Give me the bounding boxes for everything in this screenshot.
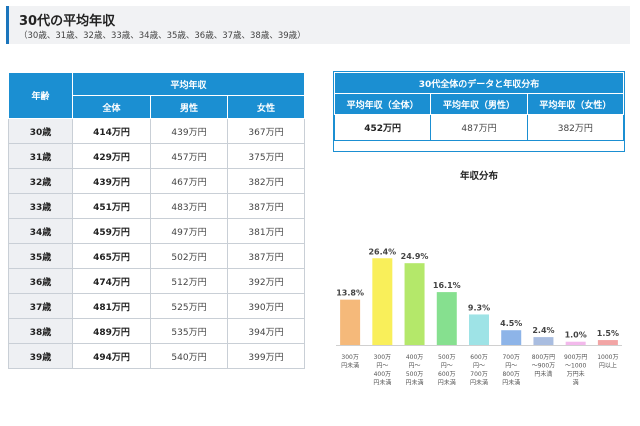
male-cell: 467万円: [150, 168, 228, 194]
bar: [340, 299, 361, 345]
category-label: 900万円～1000 万円未満: [564, 354, 587, 387]
all-cell: 429万円: [72, 143, 151, 169]
category-label: 300万円～ 400万円未満: [373, 354, 391, 387]
all-cell: 459万円: [72, 218, 151, 244]
bar: [533, 337, 554, 345]
average-salary-header: 平均年収: [71, 72, 306, 96]
income-distribution-chart: 13.8% 300万円未満 26.4% 300万円～ 400万円未満 24.9% 400万円…: [336, 247, 622, 387]
salary-by-age-table: 年齢 平均年収 全体 男性 女性 30歳 414万円 439万円 367万円 31歳 42…: [8, 72, 306, 369]
summary-header-female: 平均年収（女性）: [526, 93, 625, 115]
summary-header-male: 平均年収（男性）: [430, 93, 528, 115]
female-cell: 387万円: [226, 193, 306, 219]
age-cell: 36歳: [8, 268, 73, 294]
male-cell: 535万円: [150, 318, 228, 344]
age-cell: 30歳: [8, 118, 73, 144]
table-row: 30歳 414万円 439万円 367万円: [8, 118, 306, 144]
all-cell: 494万円: [72, 343, 151, 369]
all-cell: 439万円: [72, 168, 151, 194]
all-column-header: 全体: [72, 95, 151, 119]
female-cell: 367万円: [226, 118, 306, 144]
category-label: 800万円～900万円未満: [532, 354, 555, 378]
page-subtitle: （30歳、31歳、32歳、33歳、34歳、35歳、36歳、37歳、38歳、39歳…: [19, 31, 306, 41]
summary-title: 30代全体のデータと年収分布: [334, 72, 624, 94]
female-cell: 399万円: [226, 343, 306, 369]
female-cell: 375万円: [226, 143, 306, 169]
age-cell: 34歳: [8, 218, 73, 244]
table-row: 35歳 465万円 502万円 387万円: [8, 243, 306, 269]
bar: [436, 292, 457, 345]
female-cell: 387万円: [226, 243, 306, 269]
summary-header-all: 平均年収（全体）: [333, 93, 432, 115]
category-label: 600万円～ 700万円未満: [470, 354, 488, 387]
page-title: 30代の平均年収: [19, 14, 116, 29]
table-row: 33歳 451万円 483万円 387万円: [8, 193, 306, 219]
male-cell: 525万円: [150, 293, 228, 319]
chart-title: 年収分布: [459, 171, 498, 182]
bar: [372, 258, 393, 345]
all-cell: 414万円: [72, 118, 151, 144]
bar: [597, 340, 618, 345]
female-cell: 390万円: [226, 293, 306, 319]
male-cell: 540万円: [150, 343, 228, 369]
female-cell: 394万円: [226, 318, 306, 344]
bar: [565, 341, 586, 345]
data-label: 13.8%: [336, 289, 364, 298]
data-label: 26.4%: [368, 247, 396, 256]
male-cell: 457万円: [150, 143, 228, 169]
age-column-header: 年齢: [8, 72, 73, 119]
table-row: 31歳 429万円 457万円 375万円: [8, 143, 306, 169]
age-cell: 31歳: [8, 143, 73, 169]
male-column-header: 男性: [150, 95, 228, 119]
age-cell: 33歳: [8, 193, 73, 219]
data-label: 16.1%: [433, 281, 461, 290]
table-row: 32歳 439万円 467万円 382万円: [8, 168, 306, 194]
data-label: 4.5%: [500, 319, 522, 328]
table-row: 38歳 489万円 535万円 394万円: [8, 318, 306, 344]
category-label: 1000万円以上: [597, 354, 618, 370]
male-cell: 502万円: [150, 243, 228, 269]
category-label: 500万円～ 600万円未満: [438, 354, 456, 387]
bar: [501, 330, 522, 345]
age-cell: 37歳: [8, 293, 73, 319]
summary-value-male: 487万円: [430, 114, 528, 141]
age-cell: 32歳: [8, 168, 73, 194]
age-cell: 38歳: [8, 318, 73, 344]
male-cell: 512万円: [150, 268, 228, 294]
female-cell: 392万円: [226, 268, 306, 294]
age-cell: 35歳: [8, 243, 73, 269]
bar: [404, 263, 425, 345]
all-cell: 451万円: [72, 193, 151, 219]
table-row: 39歳 494万円 540万円 399万円: [8, 343, 306, 369]
all-cell: 465万円: [72, 243, 151, 269]
category-label: 300万円未満: [341, 354, 359, 370]
page-header: 30代の平均年収 （30歳、31歳、32歳、33歳、34歳、35歳、36歳、37…: [6, 6, 630, 44]
male-cell: 483万円: [150, 193, 228, 219]
summary-table: 30代全体のデータと年収分布 平均年収（全体） 平均年収（男性） 平均年収（女性…: [333, 72, 625, 141]
category-label: 700万円～ 800万円未満: [502, 354, 520, 387]
data-label: 9.3%: [468, 303, 490, 312]
data-label: 1.5%: [597, 329, 619, 338]
table-row: 37歳 481万円 525万円 390万円: [8, 293, 306, 319]
summary-value-female: 382万円: [526, 114, 625, 141]
data-label: 2.4%: [532, 326, 554, 335]
data-label: 1.0%: [565, 331, 587, 340]
female-cell: 382万円: [226, 168, 306, 194]
male-cell: 497万円: [150, 218, 228, 244]
data-label: 24.9%: [401, 252, 429, 261]
all-cell: 489万円: [72, 318, 151, 344]
all-cell: 474万円: [72, 268, 151, 294]
female-column-header: 女性: [226, 95, 306, 119]
category-label: 400万円～ 500万円未満: [406, 354, 424, 387]
male-cell: 439万円: [150, 118, 228, 144]
table-row: 34歳 459万円 497万円 381万円: [8, 218, 306, 244]
female-cell: 381万円: [226, 218, 306, 244]
table-row: 36歳 474万円 512万円 392万円: [8, 268, 306, 294]
all-cell: 481万円: [72, 293, 151, 319]
bar: [469, 314, 489, 345]
age-cell: 39歳: [8, 343, 73, 369]
summary-value-all: 452万円: [333, 114, 432, 141]
